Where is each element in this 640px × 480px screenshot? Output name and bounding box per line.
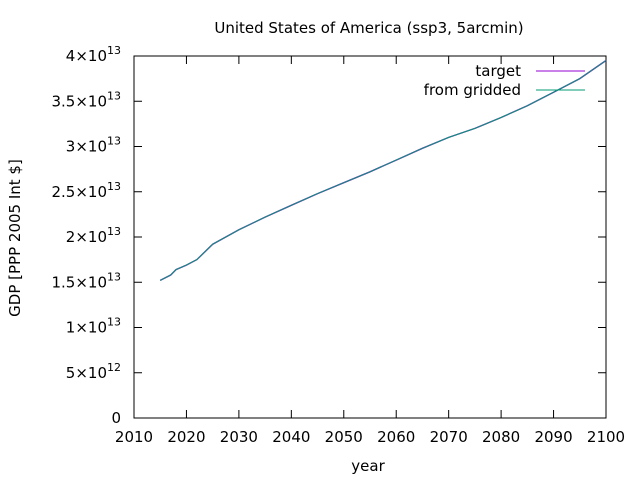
y-tick-label: 1×1013 <box>66 316 121 337</box>
y-tick-label: 3×1013 <box>66 135 121 156</box>
y-tick-label: 0 <box>111 409 121 427</box>
y-axis-title: GDP [PPP 2005 Int $] <box>6 159 24 317</box>
x-tick-label: 2090 <box>534 428 572 446</box>
x-tick-label: 2080 <box>482 428 520 446</box>
x-tick-label: 2020 <box>167 428 205 446</box>
x-tick-label: 2010 <box>115 428 153 446</box>
series-layer <box>159 59 607 282</box>
x-tick-label: 2050 <box>325 428 363 446</box>
x-tick-label: 2100 <box>587 428 625 446</box>
series-line-from-gridded <box>159 60 607 281</box>
plot-frame <box>133 55 607 419</box>
y-tick-label: 5×1012 <box>66 361 121 382</box>
series-line-target <box>159 59 607 282</box>
y-tick-label: 3.5×1013 <box>51 89 121 110</box>
legend-label: target <box>475 62 521 80</box>
y-tick-label: 2×1013 <box>66 225 121 246</box>
y-tick-label: 1.5×1013 <box>51 270 121 291</box>
y-axis: 0 5×1012 1×1013 1.5×1013 2×1013 2.5×1013 3×101… <box>51 44 606 427</box>
x-tick-label: 2070 <box>430 428 468 446</box>
y-tick-label: 2.5×1013 <box>51 180 121 201</box>
x-tick-label: 2030 <box>220 428 258 446</box>
x-axis-title: year <box>351 457 385 475</box>
x-axis: 2010 2020 2030 2040 2050 2060 2070 2080 2090 2100 <box>115 56 625 446</box>
chart-title: United States of America (ssp3, 5arcmin) <box>214 19 523 37</box>
y-tick-label: 4×1013 <box>66 44 121 65</box>
x-tick-label: 2040 <box>272 428 310 446</box>
x-tick-label: 2060 <box>377 428 415 446</box>
legend-label: from gridded <box>424 81 521 99</box>
